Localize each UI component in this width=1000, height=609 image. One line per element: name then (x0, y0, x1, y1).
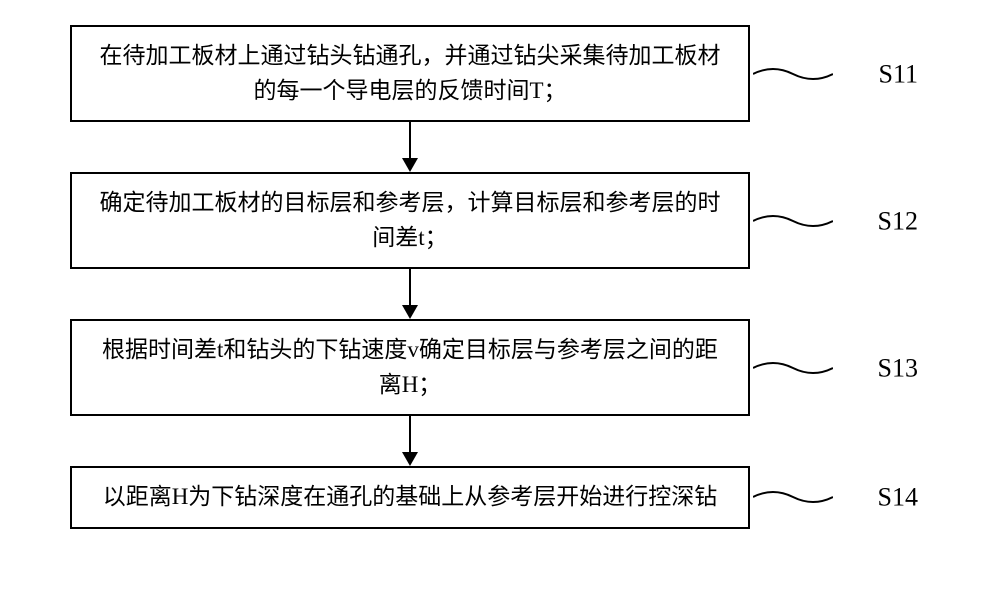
step-box-3: 根据时间差t和钻头的下钻速度v确定目标层与参考层之间的距离H； S13 (70, 319, 750, 416)
arrow-head-icon (402, 452, 418, 466)
flowchart-container: 在待加工板材上通过钻头钻通孔，并通过钻尖采集待加工板材的每一个导电层的反馈时间T… (70, 25, 930, 529)
arrow-1 (70, 122, 750, 172)
step-box-4: 以距离H为下钻深度在通孔的基础上从参考层开始进行控深钻 S14 (70, 466, 750, 529)
step-label-1: S11 (879, 54, 919, 93)
arrow-line (409, 416, 411, 454)
step-box-1: 在待加工板材上通过钻头钻通孔，并通过钻尖采集待加工板材的每一个导电层的反馈时间T… (70, 25, 750, 122)
arrow-line (409, 269, 411, 307)
arrow-line (409, 122, 411, 160)
step-label-2: S12 (878, 201, 918, 240)
step-text-2: 确定待加工板材的目标层和参考层，计算目标层和参考层的时间差t； (92, 186, 728, 255)
arrow-head-icon (402, 305, 418, 319)
connector-curve-2 (753, 206, 833, 236)
step-label-3: S13 (878, 348, 918, 387)
connector-curve-1 (753, 59, 833, 89)
connector-curve-3 (753, 353, 833, 383)
step-text-3: 根据时间差t和钻头的下钻速度v确定目标层与参考层之间的距离H； (92, 333, 728, 402)
step-box-2: 确定待加工板材的目标层和参考层，计算目标层和参考层的时间差t； S12 (70, 172, 750, 269)
arrow-2 (70, 269, 750, 319)
step-label-4: S14 (878, 478, 918, 517)
arrow-head-icon (402, 158, 418, 172)
arrow-3 (70, 416, 750, 466)
connector-curve-4 (753, 482, 833, 512)
step-text-4: 以距离H为下钻深度在通孔的基础上从参考层开始进行控深钻 (92, 480, 728, 515)
step-text-1: 在待加工板材上通过钻头钻通孔，并通过钻尖采集待加工板材的每一个导电层的反馈时间T… (92, 39, 728, 108)
